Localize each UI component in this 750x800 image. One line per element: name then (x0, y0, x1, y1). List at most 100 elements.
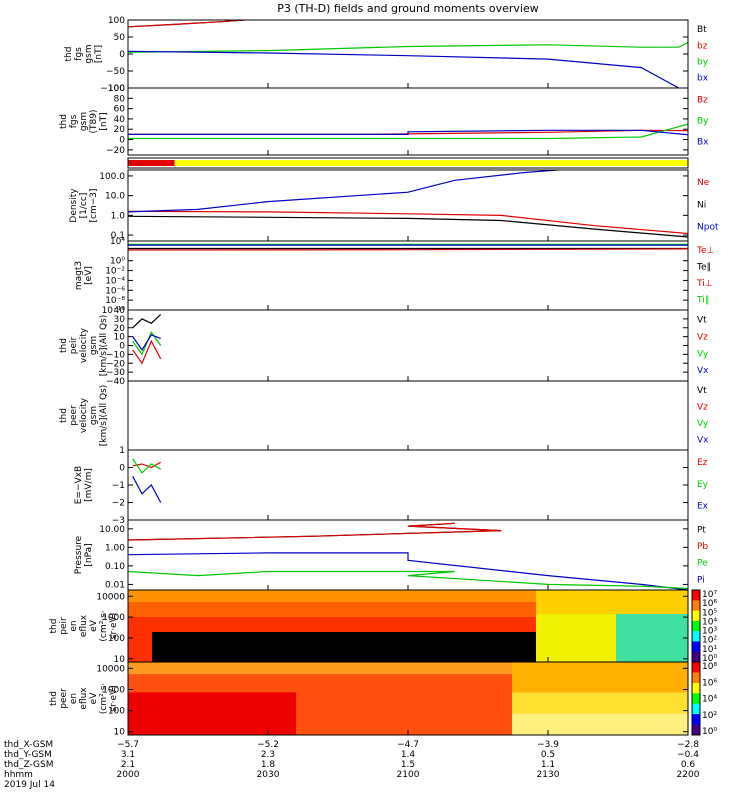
spectrogram-cell (232, 677, 241, 681)
spectrogram-cell (664, 665, 673, 669)
spectrogram-cell (632, 686, 641, 690)
spectrogram-cell (520, 617, 529, 621)
spectrogram-p10 (128, 590, 688, 662)
spectrogram-cell (656, 593, 665, 597)
spectrogram-cell (504, 665, 513, 669)
spectrogram-cell (672, 731, 681, 735)
spectrogram-cell (536, 692, 545, 697)
spectrogram-cell (184, 599, 193, 603)
y-tick-label: 1000 (102, 685, 125, 695)
spectrogram-cell (392, 596, 401, 600)
spectrogram-cell (256, 680, 265, 684)
spectrogram-cell (272, 719, 281, 724)
spectrogram-cell (488, 656, 497, 660)
spectrogram-cell (288, 722, 297, 727)
spectrogram-cell (336, 707, 345, 712)
spectrogram-cell (224, 644, 233, 648)
spectrogram-cell (296, 701, 305, 706)
spectrogram-cell (352, 623, 361, 627)
spectrogram-cell (224, 605, 233, 609)
spectrogram-cell (368, 602, 377, 606)
spectrogram-cell (240, 620, 249, 624)
spectrogram-cell (640, 722, 649, 727)
spectrogram-cell (248, 683, 257, 687)
spectrogram-cell (664, 671, 673, 675)
spectrogram-cell (208, 677, 217, 681)
spectrogram-cell (560, 644, 569, 648)
spectrogram-cell (536, 668, 545, 672)
spectrogram-cell (200, 713, 209, 718)
spectrogram-cell (296, 698, 305, 703)
spectrogram-cell (352, 668, 361, 672)
spectrogram-cell (344, 632, 353, 636)
spectrogram-cell (656, 650, 665, 654)
spectrogram-cell (528, 677, 537, 681)
spectrogram-cell (384, 608, 393, 612)
spectrogram-cell (296, 611, 305, 615)
spectrogram-cell (320, 638, 329, 642)
spectrogram-cell (296, 650, 305, 654)
spectrogram-cell (368, 632, 377, 636)
spectrogram-cell (304, 650, 313, 654)
spectrogram-cell (216, 695, 225, 700)
spectrogram-cell (128, 611, 137, 615)
spectrogram-cell (232, 608, 241, 612)
spectrogram-cell (608, 692, 617, 697)
spectrogram-cell (128, 668, 137, 672)
spectrogram-cell (248, 599, 257, 603)
spectrogram-cell (456, 632, 465, 636)
spectrogram-cell (144, 650, 153, 654)
spectrogram-cell (640, 689, 649, 694)
spectrogram-cell (176, 638, 185, 642)
spectrogram-cell (272, 731, 281, 735)
spectrogram-cell (600, 713, 609, 718)
spectrogram-cell (232, 668, 241, 672)
spectrogram-cell (408, 593, 417, 597)
spectrogram-cell (288, 719, 297, 724)
spectrogram-cell (664, 710, 673, 715)
spectrogram-cell (264, 680, 273, 684)
spectrogram-cell (648, 626, 657, 630)
spectrogram-cell (408, 716, 417, 721)
spectrogram-cell (512, 701, 521, 706)
spectrogram-cell (248, 695, 257, 700)
spectrogram-cell (232, 647, 241, 651)
spectrogram-cell (248, 614, 257, 618)
spectrogram-cell (680, 674, 688, 678)
colorbar-tick-label: 10⁴ (702, 617, 717, 627)
spectrogram-cell (656, 677, 665, 681)
spectrogram-cell (488, 713, 497, 718)
spectrogram-cell (152, 662, 161, 666)
spectrogram-cell (328, 641, 337, 645)
spectrogram-cell (424, 632, 433, 636)
spectrogram-cell (552, 719, 561, 724)
spectrogram-cell (512, 629, 521, 633)
spectrogram-cell (224, 689, 233, 694)
series-Bx (128, 88, 688, 136)
spectrogram-cell (312, 635, 321, 639)
spectrogram-cell (320, 731, 329, 735)
legend-p6-0: Vt (697, 315, 707, 325)
spectrogram-cell (536, 713, 545, 718)
spectrogram-cell (632, 683, 641, 687)
spectrogram-cell (184, 719, 193, 724)
spectrogram-cell (184, 596, 193, 600)
spectrogram-cell (144, 626, 153, 630)
spectrogram-cell (208, 611, 217, 615)
spectrogram-cell (208, 701, 217, 706)
spectrogram-cell (536, 593, 545, 597)
spectrogram-cell (176, 722, 185, 727)
coverage-bar-0 (128, 160, 175, 166)
spectrogram-cell (464, 596, 473, 600)
spectrogram-cell (272, 704, 281, 709)
spectrogram-cell (248, 644, 257, 648)
spectrogram-cell (672, 647, 681, 651)
spectrogram-cell (512, 611, 521, 615)
spectrogram-cell (176, 635, 185, 639)
spectrogram-cell (360, 668, 369, 672)
spectrogram-cell (200, 665, 209, 669)
spectrogram-cell (544, 608, 553, 612)
spectrogram-cell (336, 602, 345, 606)
spectrogram-cell (264, 683, 273, 687)
spectrogram-cell (576, 725, 585, 730)
